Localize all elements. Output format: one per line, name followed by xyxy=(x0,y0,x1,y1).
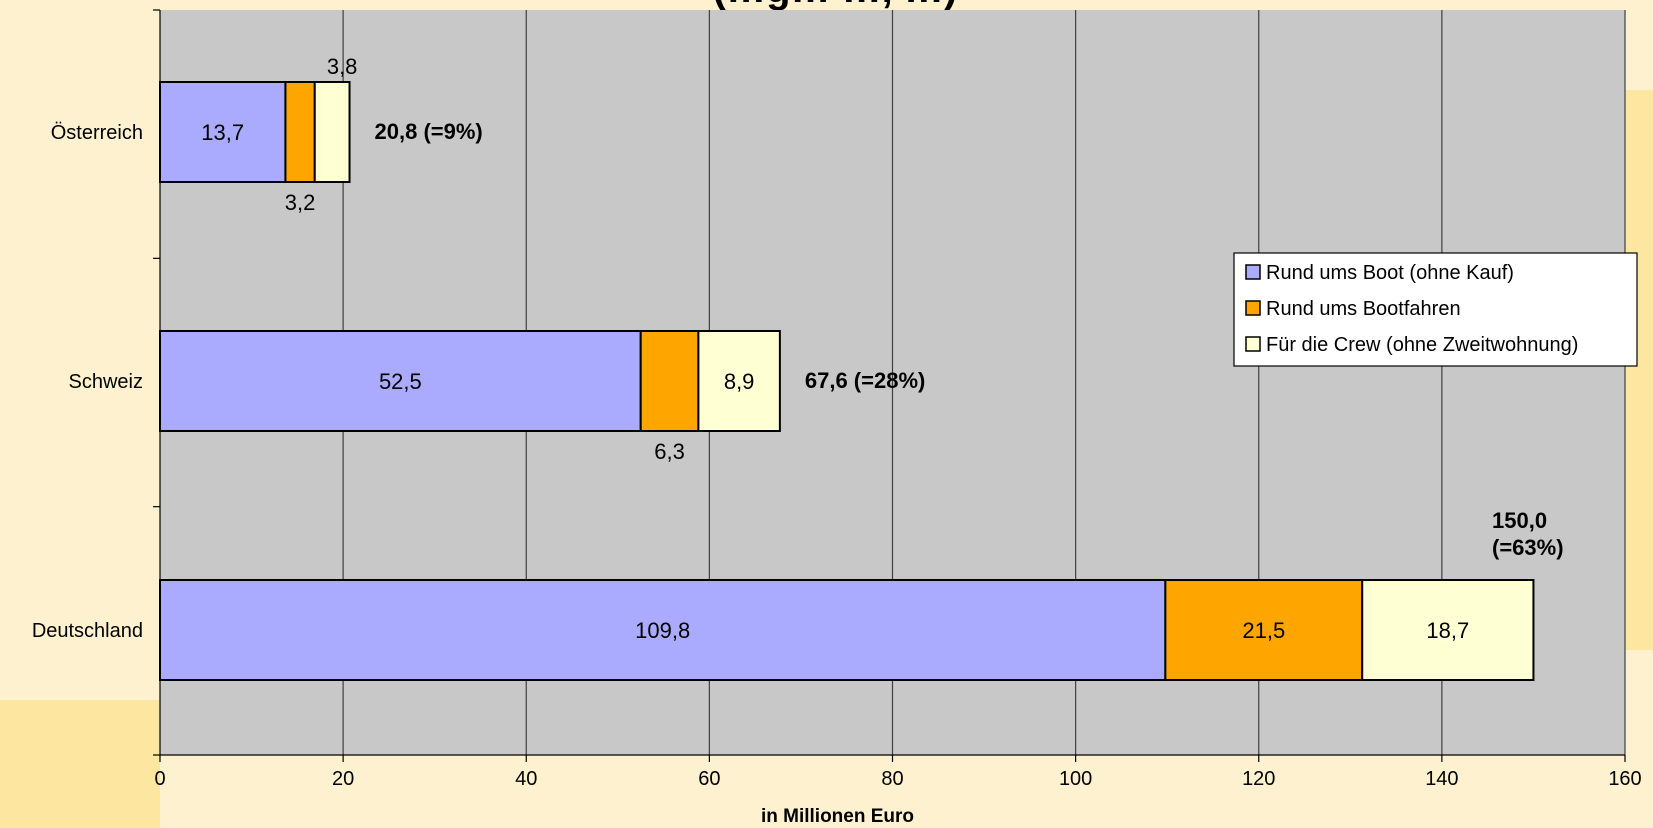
x-tick-label: 20 xyxy=(332,768,354,790)
legend-label: Rund ums Boot (ohne Kauf) xyxy=(1266,262,1514,284)
y-category-label: Deutschland xyxy=(32,620,143,642)
legend-swatch xyxy=(1245,336,1261,352)
total-label: 67,6 (=28%) xyxy=(805,368,925,393)
x-tick-label: 160 xyxy=(1608,768,1641,790)
bar-segment xyxy=(1361,579,1535,681)
data-label: 13,7 xyxy=(201,120,244,145)
x-tick-label: 140 xyxy=(1425,768,1458,790)
bar-segment xyxy=(639,330,700,432)
x-tick-label: 120 xyxy=(1242,768,1275,790)
chart-title-partial: (…g… …, …) xyxy=(713,0,957,11)
legend-swatch xyxy=(1245,300,1261,316)
background-highlight-left xyxy=(0,700,160,828)
x-tick-label: 60 xyxy=(698,768,720,790)
bar-segment xyxy=(1164,579,1364,681)
axes: 0 20 40 60 80 100 120 140 160 Österreich Schweiz De… xyxy=(32,9,1642,790)
legend-swatch xyxy=(1245,264,1261,280)
bar-segment xyxy=(159,579,1167,681)
data-label: 21,5 xyxy=(1242,618,1285,643)
total-label: 150,0 (=63%) xyxy=(1492,508,1564,560)
y-category-label: Österreich xyxy=(51,122,143,144)
data-label: 3,2 xyxy=(285,190,316,215)
data-label: 52,5 xyxy=(379,369,422,394)
total-label: 20,8 (=9%) xyxy=(375,119,483,144)
x-axis-label: in Millionen Euro xyxy=(761,806,914,827)
bar-segment xyxy=(159,330,642,432)
bar-segment xyxy=(284,81,316,183)
bar-segment xyxy=(697,330,781,432)
bar-segment xyxy=(313,81,351,183)
legend-label: Für die Crew (ohne Zweitwohnung) xyxy=(1266,334,1578,356)
data-label: 18,7 xyxy=(1426,618,1469,643)
data-labels: 13,7 3,2 3,8 20,8 (=9%) 52,5 6,3 8,9 67,6 (=28%… xyxy=(201,54,1563,643)
legend-label: Rund ums Bootfahren xyxy=(1266,298,1461,320)
data-label: 109,8 xyxy=(635,618,690,643)
data-label: 3,8 xyxy=(327,54,358,79)
bars xyxy=(159,81,1535,681)
y-category-label: Schweiz xyxy=(69,371,143,393)
data-label: 6,3 xyxy=(654,439,685,464)
x-tick-label: 0 xyxy=(154,768,165,790)
legend: Rund ums Boot (ohne Kauf) Rund ums Bootfa… xyxy=(1233,252,1638,367)
data-label: 8,9 xyxy=(724,369,755,394)
legend-box xyxy=(1233,252,1638,367)
x-tick-label: 80 xyxy=(881,768,903,790)
x-tick-label: 100 xyxy=(1059,768,1092,790)
x-tick-label: 40 xyxy=(515,768,537,790)
bar-segment xyxy=(159,81,287,183)
